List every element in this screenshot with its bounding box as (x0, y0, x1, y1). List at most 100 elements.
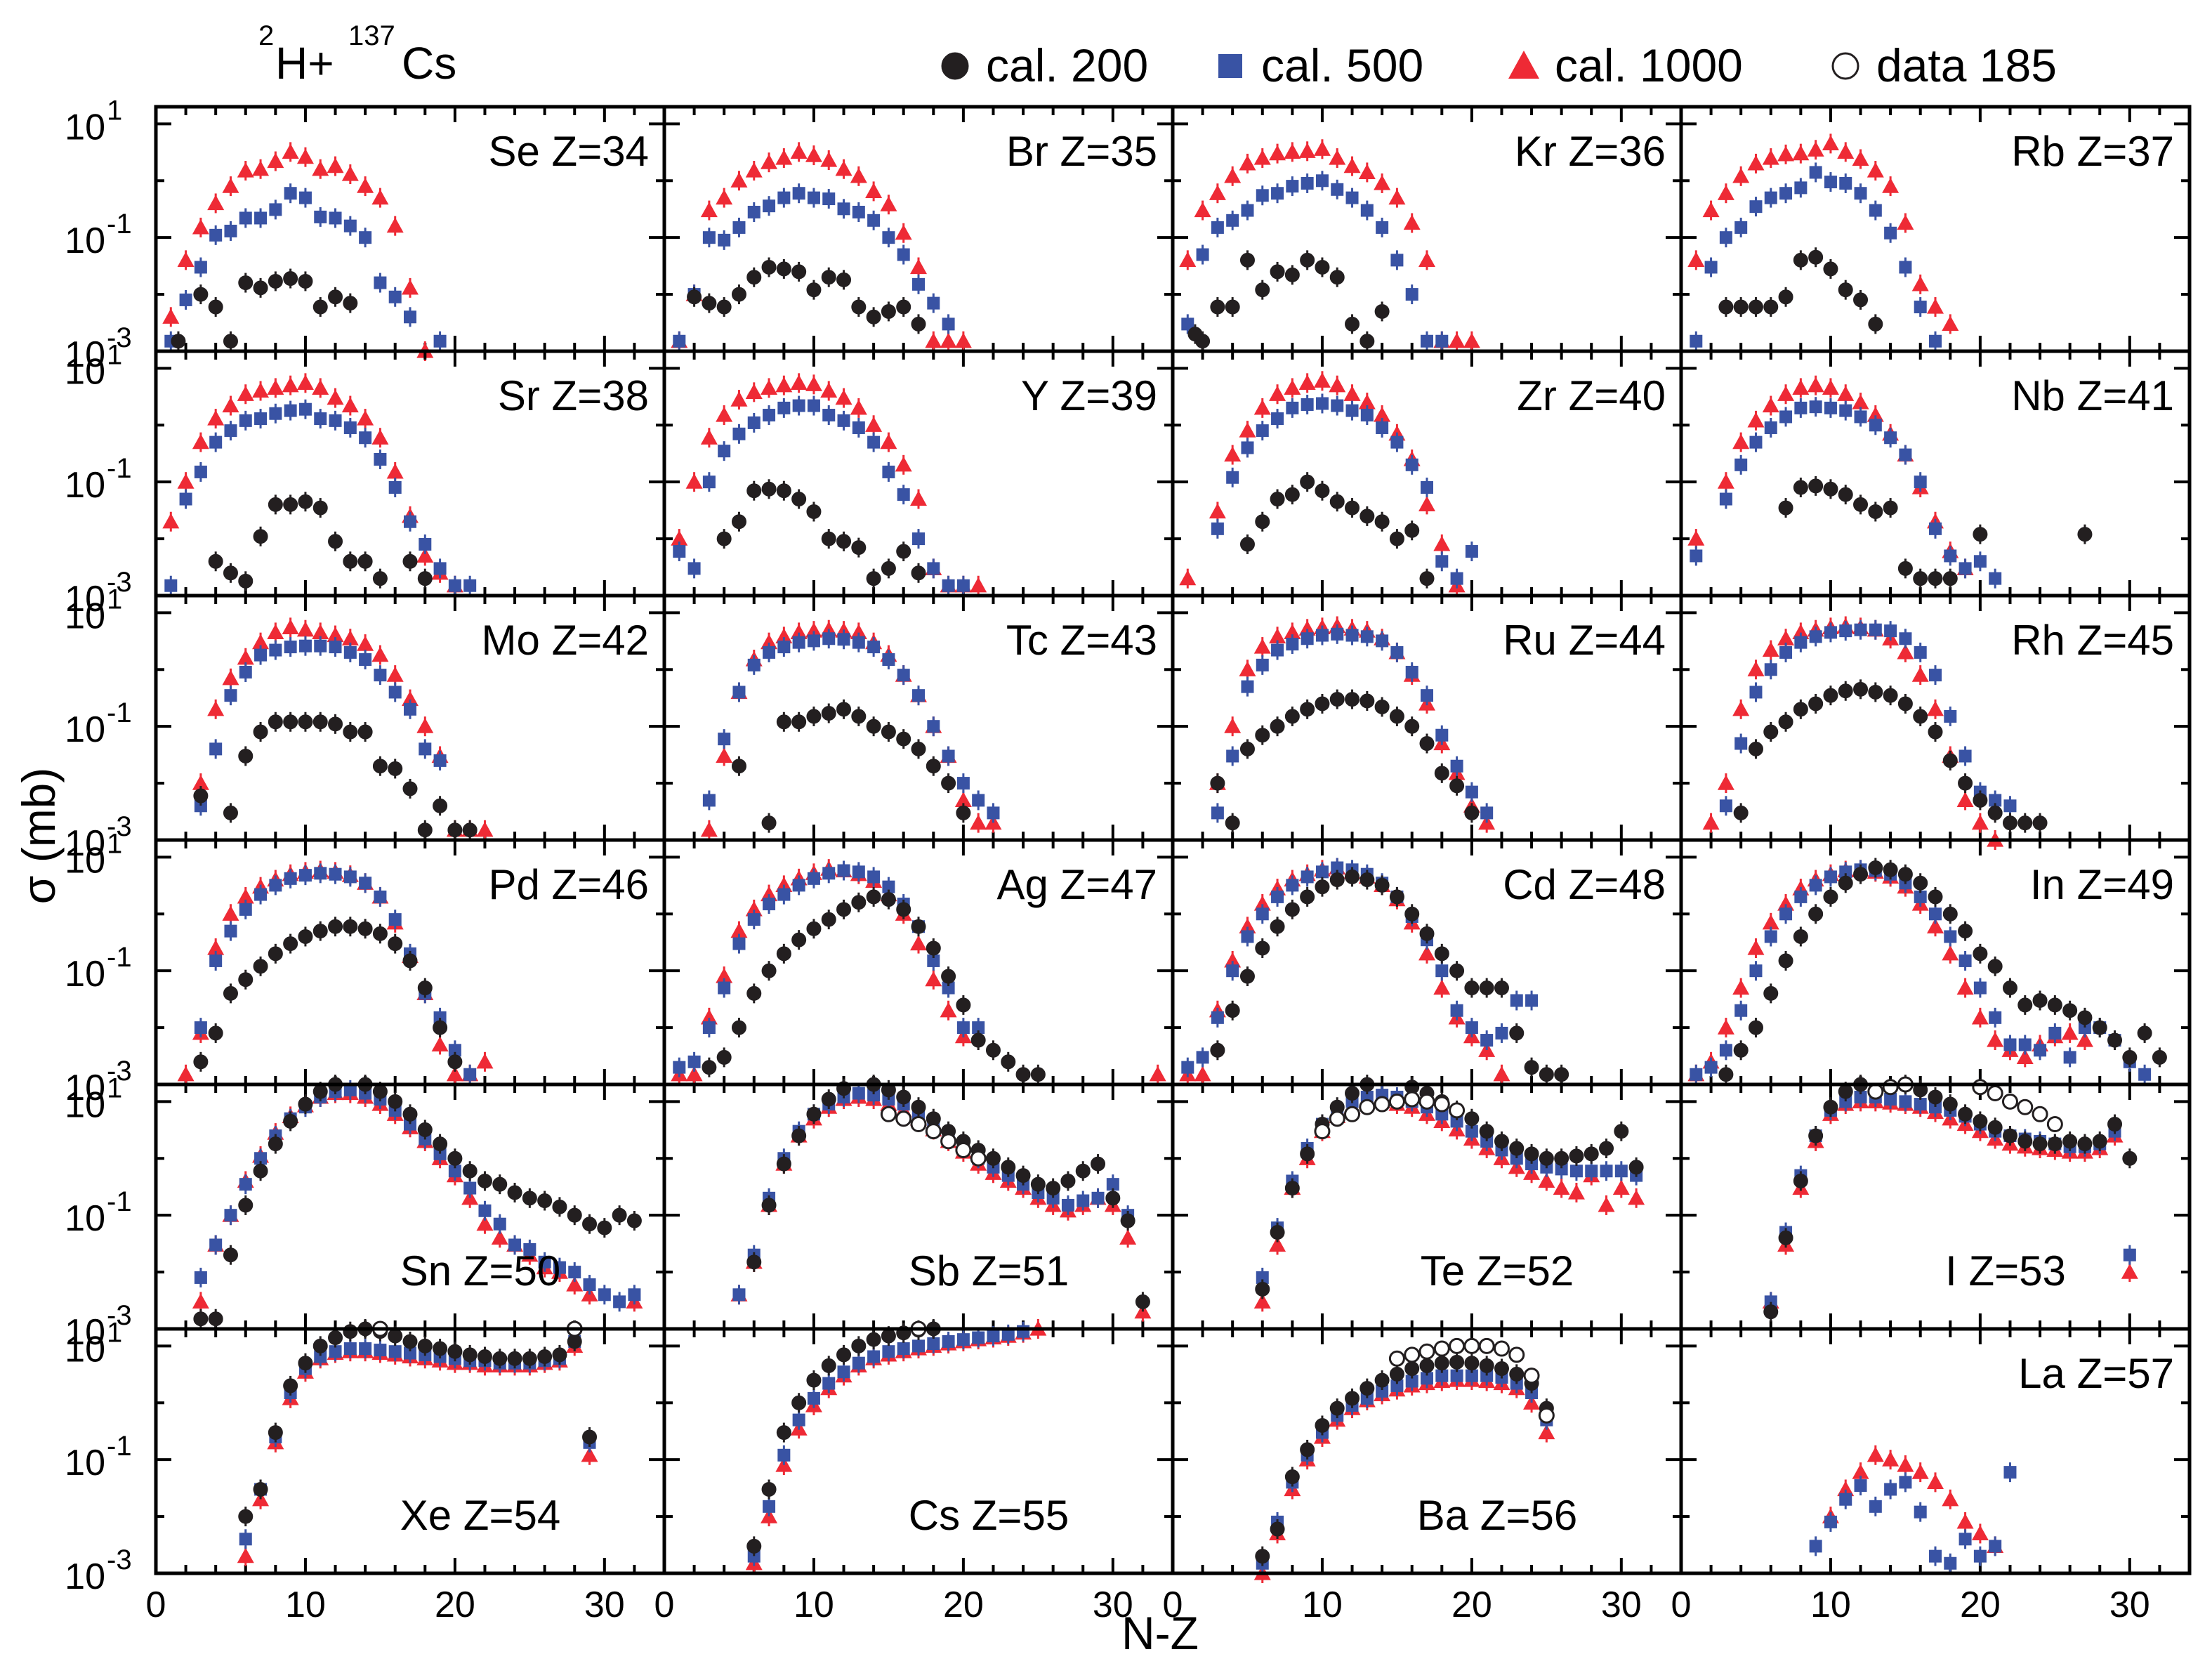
series-cal200-point (1284, 1181, 1300, 1196)
series-cal200-point (2002, 815, 2017, 831)
series-cal500-point (1286, 401, 1299, 414)
series-cal500-point (792, 1413, 805, 1427)
series-cal200-point (1345, 500, 1360, 516)
series-cal200-point (1315, 696, 1330, 712)
series-cal200-point (238, 275, 254, 291)
series-cal200-point (1329, 1401, 1345, 1416)
series-cal500-point (239, 211, 252, 225)
series-cal1000-point (1897, 1457, 1914, 1472)
y-tick-exponent: 1 (107, 1073, 122, 1103)
series-cal500-point (269, 643, 282, 657)
series-cal200-point (1868, 860, 1883, 875)
series-cal1000-point (416, 718, 434, 733)
series-cal500-point (1884, 1483, 1897, 1496)
series-cal200-point (821, 706, 836, 721)
y-tick-label: 10 1 (65, 339, 122, 392)
series-cal500-point (359, 653, 372, 667)
series-cal200-point (1942, 571, 1958, 586)
series-cal1000-point (954, 332, 972, 348)
series-cal200-point (1928, 1089, 1943, 1105)
series-cal500-point (254, 412, 268, 426)
series-cal200-point (2152, 1049, 2167, 1065)
series-cal500-point (1989, 1540, 2002, 1553)
series-cal500-point (942, 317, 955, 331)
series-cal1000-point (700, 202, 718, 218)
series-cal500-point (359, 877, 372, 890)
series-cal1000-point (386, 463, 404, 479)
series-cal200-point (761, 259, 777, 275)
series-cal1000-point (1463, 332, 1480, 348)
series-cal500-point (1106, 1178, 1119, 1191)
series-cal500-point (747, 913, 761, 926)
series-cal500-point (673, 1061, 686, 1074)
series-cal1000-point (476, 821, 494, 837)
series-cal200-point (357, 921, 373, 936)
series-cal500-point (1405, 665, 1418, 678)
series-cal1000-point (1433, 535, 1451, 551)
series-cal1000-point (761, 634, 778, 650)
series-cal200-point (312, 1084, 328, 1099)
series-cal500-point (777, 888, 791, 901)
series-cal200-point (1374, 877, 1390, 893)
series-cal200-point (372, 759, 388, 774)
series-cal200-point (821, 270, 836, 285)
series-cal200-point (2092, 1134, 2107, 1149)
series-cal500-point (1376, 1384, 1389, 1398)
legend-marker (1218, 54, 1242, 78)
series-cal500-point (314, 412, 327, 426)
series-cal500-point (1271, 412, 1284, 426)
series-cal200-point (881, 560, 896, 576)
y-tick-base: 10 (65, 596, 105, 636)
series-cal1000-point (1956, 792, 1974, 808)
series-cal1000-point (282, 619, 299, 634)
series-cal200-point (1524, 1060, 1539, 1075)
series-cal200-point (851, 709, 867, 724)
series-cal1000-point (745, 162, 763, 178)
series-cal1000-point (1852, 394, 1869, 409)
series-cal1000-point (1358, 394, 1376, 409)
series-cal500-point (2034, 1044, 2047, 1057)
series-cal1000 (162, 373, 463, 596)
series-cal500-point (1929, 1549, 1942, 1563)
y-tick-exponent: -1 (107, 209, 132, 240)
series-cal1000-point (790, 374, 808, 390)
series-cal1000-point (775, 376, 793, 393)
series-cal200-point (1404, 1361, 1420, 1377)
series-cal200-point (1599, 1141, 1614, 1156)
series-cal200-point (716, 1049, 732, 1065)
series-cal500-point (343, 219, 357, 232)
series-cal200-point (1270, 1521, 1285, 1537)
series-cal200-point (597, 1220, 612, 1235)
series-cal500-point (1271, 643, 1284, 657)
panel-label: Sr Z=38 (498, 372, 649, 419)
series-cal1000-point (341, 397, 359, 413)
series-cal1000-point (850, 624, 867, 640)
series-cal1000-point (1209, 185, 1226, 200)
series-cal500-point (1794, 636, 1808, 649)
series-cal200-point (1255, 1549, 1270, 1564)
series-cal500-point (508, 1238, 522, 1252)
series-cal200-point (1554, 1150, 1569, 1166)
series-cal500-point (763, 645, 776, 659)
series-cal200-point (312, 299, 328, 315)
series-cal200-point (1793, 1173, 1808, 1188)
series-cal200-point (1374, 1372, 1390, 1388)
series-cal200-point (312, 500, 328, 516)
series-cal200-point (761, 815, 777, 831)
series-cal200-point (223, 805, 238, 820)
series-cal1000-point (207, 939, 225, 955)
series-cal1000-point (1717, 473, 1734, 489)
y-tick-label: 10 1 (65, 828, 122, 881)
series-cal200-point (1793, 480, 1808, 495)
series-cal200-point (283, 936, 298, 952)
series-cal200-point (1733, 1042, 1749, 1058)
x-tick-label: 20 (435, 1585, 475, 1625)
series-cal200-point (223, 334, 238, 349)
series-cal200-point (1808, 1128, 1824, 1143)
series-cal1000-point (1209, 503, 1226, 519)
series-cal1000-point (1762, 914, 1779, 930)
series-cal1000-point (880, 196, 897, 211)
series-cal1000-point (880, 433, 897, 450)
series-cal500-point (388, 1345, 402, 1358)
series-cal1000-point (1927, 299, 1944, 314)
